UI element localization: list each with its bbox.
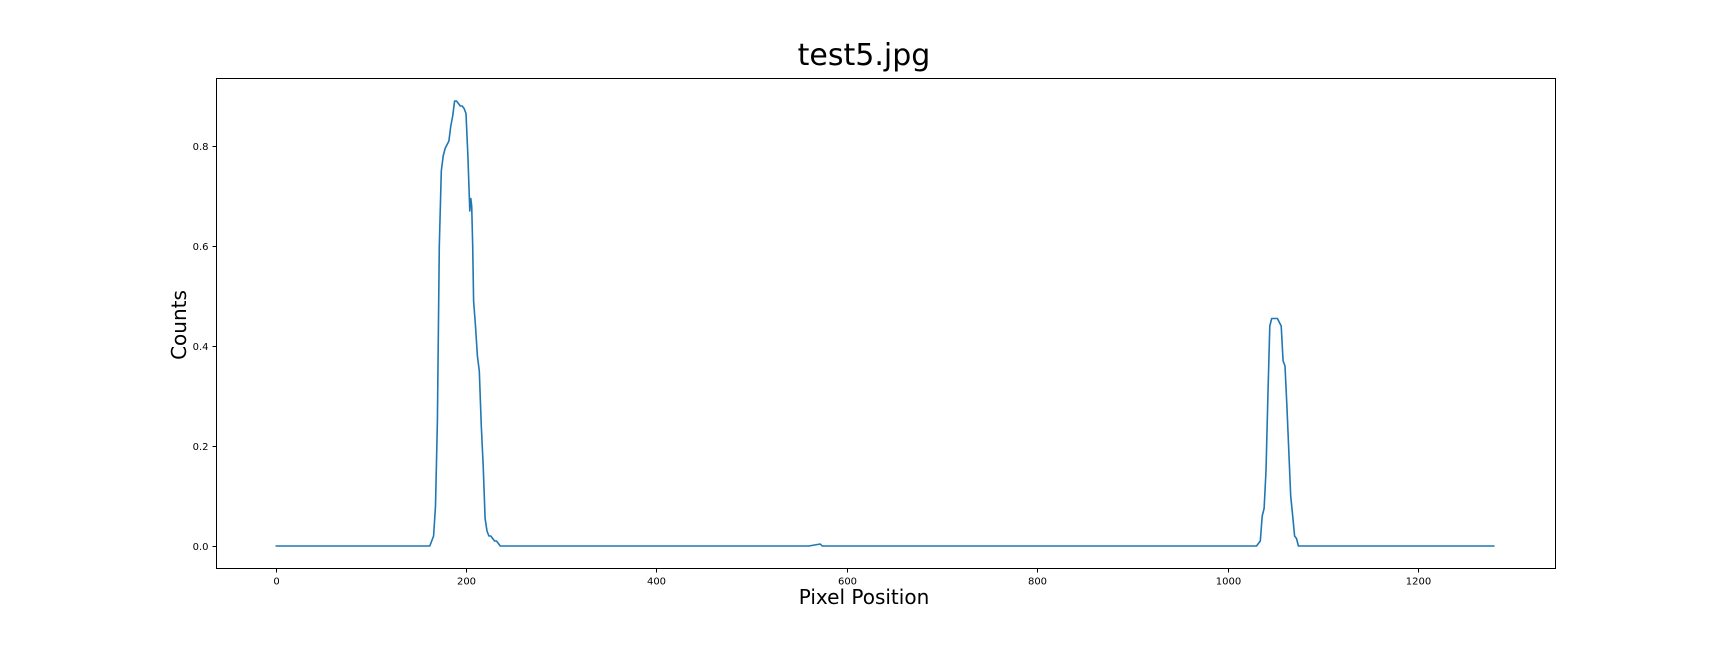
chart-title: test5.jpg [797, 38, 931, 73]
y-tick-label: 0.2 [193, 442, 209, 453]
series-line [275, 100, 1495, 547]
plot-frame [216, 78, 1556, 569]
y-axis-label: Counts [167, 290, 191, 360]
x-tick-label: 0 [273, 577, 279, 588]
x-tick-label: 1000 [1216, 577, 1241, 588]
x-tick-label: 400 [647, 577, 666, 588]
y-tick-label: 0.6 [193, 242, 209, 253]
x-tick-label: 200 [457, 577, 476, 588]
x-tick-label: 600 [838, 577, 857, 588]
x-tick-label: 800 [1028, 577, 1047, 588]
y-tick-label: 0.4 [193, 342, 209, 353]
y-tick-label: 0.8 [193, 142, 209, 153]
x-axis-label: Pixel Position [798, 585, 930, 609]
x-tick-label: 1200 [1406, 577, 1431, 588]
y-tick-label: 0.0 [193, 542, 209, 553]
